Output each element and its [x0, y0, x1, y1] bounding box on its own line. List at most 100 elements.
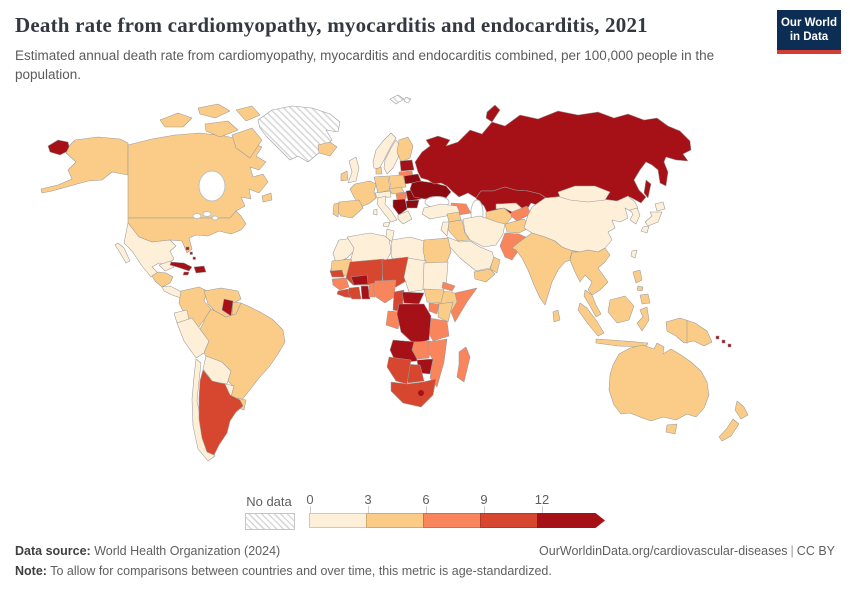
country-jamaica[interactable]: [182, 271, 190, 276]
country-denmark[interactable]: [375, 166, 383, 175]
legend-bin-6-9[interactable]: [423, 513, 481, 528]
region-korea[interactable]: [629, 207, 641, 225]
license-label[interactable]: CC BY: [796, 544, 835, 558]
country-ivory-coast[interactable]: [347, 286, 362, 300]
owid-logo-line1: Our World: [780, 16, 837, 29]
country-solomon-islands[interactable]: [715, 335, 732, 348]
country-sweden[interactable]: [383, 139, 401, 175]
country-ireland[interactable]: [340, 170, 349, 182]
country-namibia[interactable]: [386, 356, 412, 385]
country-oman[interactable]: [489, 256, 501, 274]
country-svalbard[interactable]: [389, 94, 412, 105]
country-spain[interactable]: [335, 199, 364, 219]
country-south-africa[interactable]: [390, 378, 437, 408]
data-source-line: Data source: World Health Organization (…: [15, 544, 280, 558]
legend-no-data-swatch[interactable]: [245, 513, 295, 530]
data-source-label: Data source:: [15, 544, 91, 558]
country-madagascar[interactable]: [456, 346, 471, 383]
country-ghana[interactable]: [360, 285, 371, 300]
owid-link[interactable]: OurWorldinData.org/cardiovascular-diseas…: [539, 544, 788, 558]
country-canada-island-3[interactable]: [235, 105, 261, 122]
country-dr-congo[interactable]: [396, 303, 432, 345]
country-russia-sakhalin[interactable]: [643, 179, 652, 199]
country-central-african-republic[interactable]: [401, 291, 425, 305]
country-germany[interactable]: [373, 175, 391, 194]
legend-tickmark: [542, 506, 543, 513]
country-italy[interactable]: [372, 195, 398, 228]
country-australia-tasmania[interactable]: [665, 423, 678, 435]
country-burkina-faso[interactable]: [350, 274, 369, 286]
country-austria-switzerland[interactable]: [374, 190, 392, 199]
country-sri-lanka[interactable]: [552, 309, 561, 323]
country-canada-newfoundland[interactable]: [261, 192, 273, 203]
legend-bin-3-6[interactable]: [366, 513, 424, 528]
world-choropleth-map[interactable]: [0, 85, 850, 490]
country-finland[interactable]: [396, 136, 414, 163]
country-hungary[interactable]: [395, 191, 408, 201]
country-greece[interactable]: [397, 210, 413, 225]
country-chad[interactable]: [403, 257, 427, 293]
country-kenya[interactable]: [437, 301, 454, 323]
country-hispaniola[interactable]: [193, 265, 207, 274]
country-eritrea[interactable]: [441, 281, 456, 292]
country-china[interactable]: [523, 194, 639, 253]
region-central-america-north[interactable]: [151, 271, 174, 288]
country-mongolia[interactable]: [557, 185, 611, 203]
region-kyrgyzstan-tajikistan[interactable]: [510, 205, 532, 222]
country-cuba[interactable]: [169, 261, 193, 272]
country-bahamas[interactable]: [185, 246, 196, 260]
country-uganda[interactable]: [428, 302, 440, 315]
country-canada-island-1[interactable]: [159, 112, 193, 128]
country-australia[interactable]: [608, 342, 710, 422]
country-yemen[interactable]: [473, 268, 496, 283]
great-lake-2: [202, 211, 212, 217]
region-jordan-israel[interactable]: [440, 221, 450, 237]
legend-tick-3: 3: [364, 492, 372, 507]
country-afghanistan[interactable]: [504, 218, 532, 234]
region-balkans[interactable]: [392, 198, 408, 216]
country-russia-novaya-zemlya[interactable]: [485, 104, 501, 123]
country-norway[interactable]: [372, 132, 397, 170]
country-philippines[interactable]: [632, 269, 651, 305]
country-canada-baffin[interactable]: [231, 127, 263, 159]
country-south-sudan[interactable]: [423, 288, 445, 304]
country-iran[interactable]: [462, 215, 506, 248]
country-lesotho[interactable]: [418, 390, 424, 396]
country-zambia[interactable]: [411, 340, 432, 360]
region-malay-peninsula[interactable]: [583, 289, 602, 318]
country-somalia[interactable]: [450, 287, 478, 323]
country-portugal[interactable]: [332, 202, 340, 218]
country-egypt[interactable]: [422, 237, 452, 265]
legend-bin-0-3[interactable]: [309, 513, 367, 528]
owid-logo: Our World in Data: [777, 10, 841, 54]
country-canada-island-2[interactable]: [197, 103, 231, 119]
country-guinea[interactable]: [331, 277, 350, 291]
region-new-guinea[interactable]: [665, 317, 713, 347]
legend-bin-9-12[interactable]: [480, 513, 538, 528]
country-nigeria[interactable]: [372, 279, 397, 304]
chart-title: Death rate from cardiomyopathy, myocardi…: [15, 13, 648, 37]
country-argentina[interactable]: [198, 369, 244, 456]
legend-tickmark: [310, 506, 311, 513]
country-niger[interactable]: [381, 256, 412, 288]
country-uk[interactable]: [347, 156, 360, 184]
country-new-zealand[interactable]: [718, 400, 749, 442]
country-poland[interactable]: [388, 174, 407, 190]
country-indonesia-sulawesi[interactable]: [636, 306, 650, 332]
country-canada-island-4[interactable]: [204, 120, 239, 138]
country-estonia-latvia[interactable]: [399, 159, 415, 172]
country-indonesia-sumatra[interactable]: [577, 302, 605, 337]
country-brazil[interactable]: [199, 302, 286, 407]
country-taiwan[interactable]: [630, 249, 638, 259]
country-japan[interactable]: [640, 201, 666, 234]
country-indonesia-borneo[interactable]: [607, 295, 635, 324]
legend-bin-12-plus[interactable]: [537, 513, 605, 528]
country-czechia-slovakia[interactable]: [388, 186, 405, 195]
region-southeast-asia[interactable]: [569, 247, 611, 296]
country-iceland[interactable]: [317, 141, 338, 157]
country-mexico-baja[interactable]: [114, 242, 131, 264]
country-bulgaria[interactable]: [405, 199, 420, 209]
country-senegal[interactable]: [329, 269, 345, 278]
country-usa-alaska[interactable]: [40, 136, 129, 194]
